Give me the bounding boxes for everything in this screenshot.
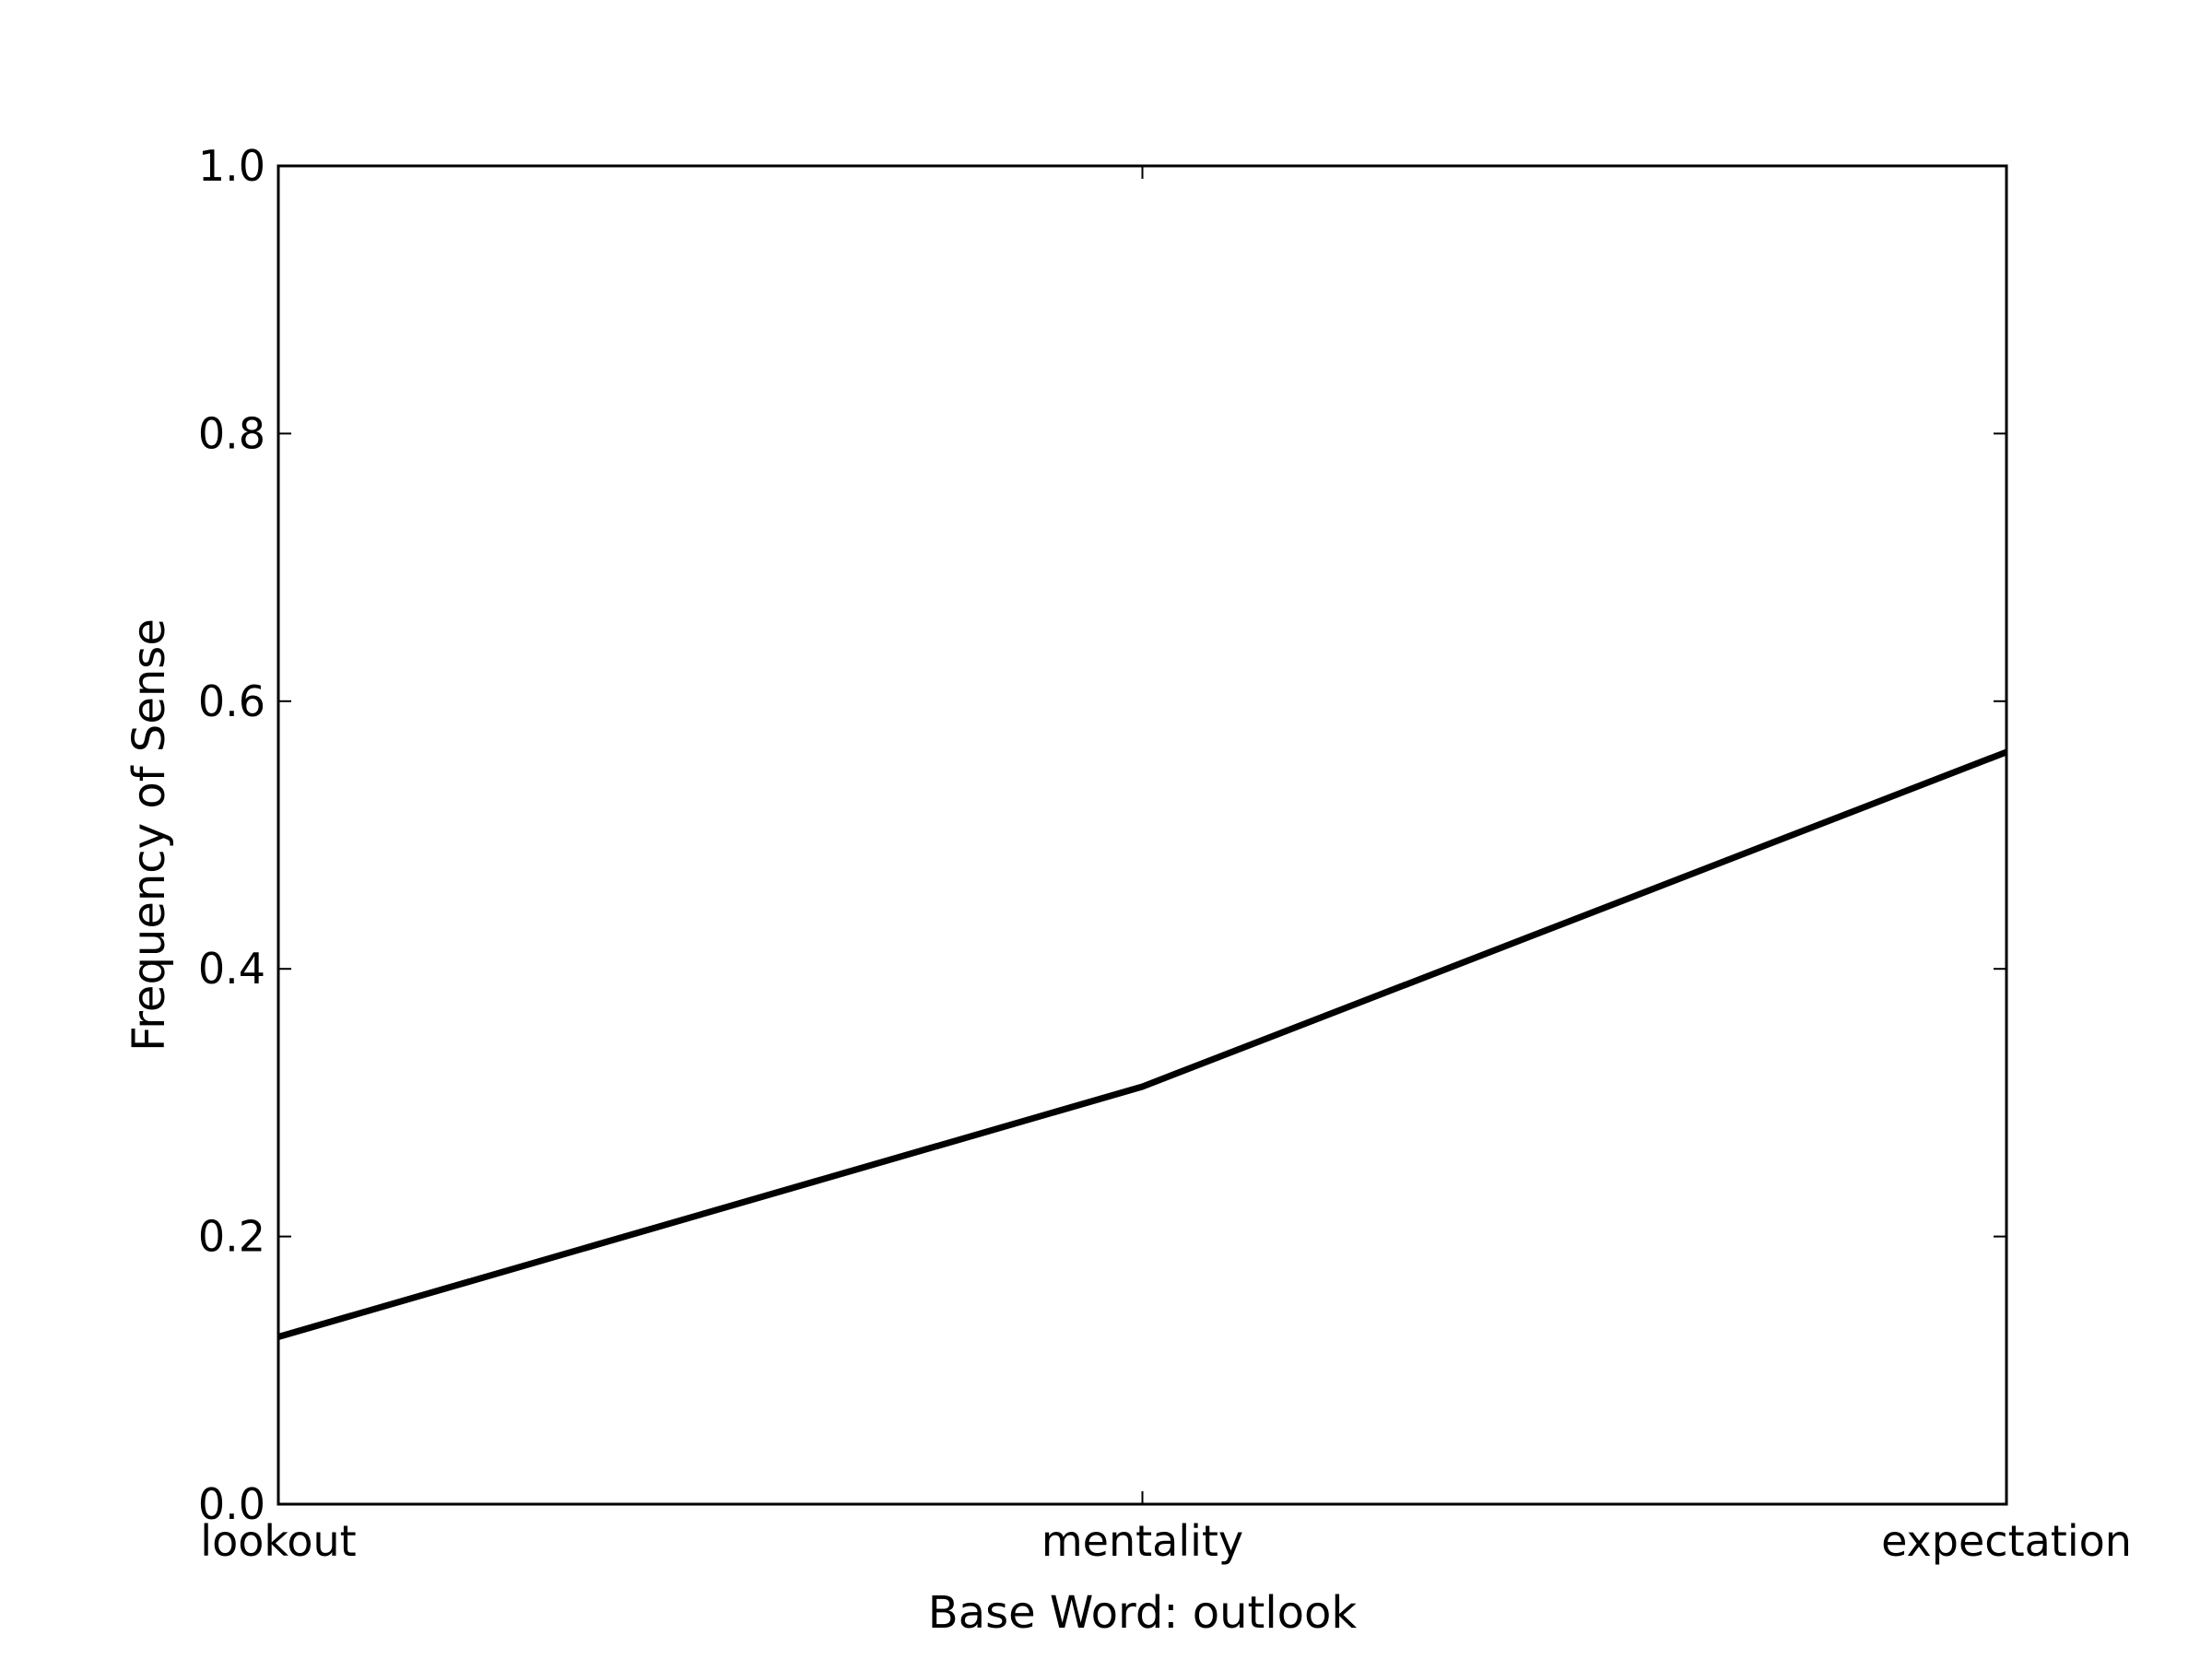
x-tick-label: expectation	[1881, 1516, 2132, 1566]
y-tick-label: 0.4	[198, 944, 265, 994]
tick-labels: 0.0 0.2 0.4 0.6 0.8 1.0 lookout mentality expect…	[198, 141, 2132, 1566]
plot-frame	[276, 164, 2008, 1506]
y-tick-label: 1.0	[198, 141, 265, 191]
x-tick-label: lookout	[200, 1516, 356, 1566]
x-axis-label: Base Word: outlook	[928, 1587, 1358, 1639]
y-axis-label: Frequency of Sense	[124, 618, 175, 1052]
y-tick-label: 0.2	[198, 1212, 265, 1262]
y-tick-label: 0.6	[198, 677, 265, 726]
x-tick-label: mentality	[1041, 1516, 1243, 1566]
y-tick-label: 0.0	[198, 1479, 265, 1529]
y-tick-label: 0.8	[198, 408, 265, 458]
